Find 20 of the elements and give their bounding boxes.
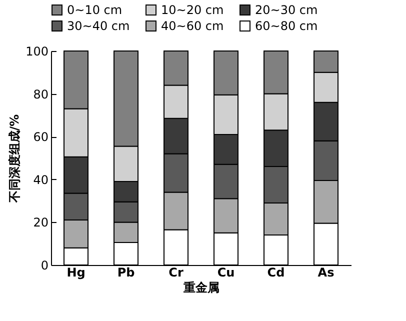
x-tick-label: As — [318, 266, 334, 280]
legend-label: 40~60 cm — [161, 19, 224, 33]
y-axis-title: 不同深度组成/% — [8, 114, 22, 204]
y-tick-label: 40 — [33, 172, 48, 187]
y-tick-label: 100 — [26, 44, 48, 58]
y-tick-label: 60 — [33, 130, 48, 144]
x-tick-label: Cd — [267, 266, 285, 280]
legend-label: 30~40 cm — [67, 19, 130, 33]
x-tick-label: Cr — [168, 266, 184, 280]
y-tick-label: 0 — [40, 258, 48, 272]
legend-label: 0~10 cm — [67, 3, 122, 17]
y-tick-label: 20 — [33, 216, 48, 230]
x-axis-title: 重金属 — [182, 280, 220, 294]
x-tick-label: Pb — [117, 266, 136, 280]
legend-label: 20~30 cm — [255, 3, 318, 17]
legend-label: 10~20 cm — [161, 3, 224, 17]
y-tick-label: 80 — [33, 87, 48, 102]
x-tick-label: Cu — [217, 266, 235, 280]
x-tick-label: Hg — [66, 266, 86, 280]
legend-label: 60~80 cm — [255, 19, 318, 33]
